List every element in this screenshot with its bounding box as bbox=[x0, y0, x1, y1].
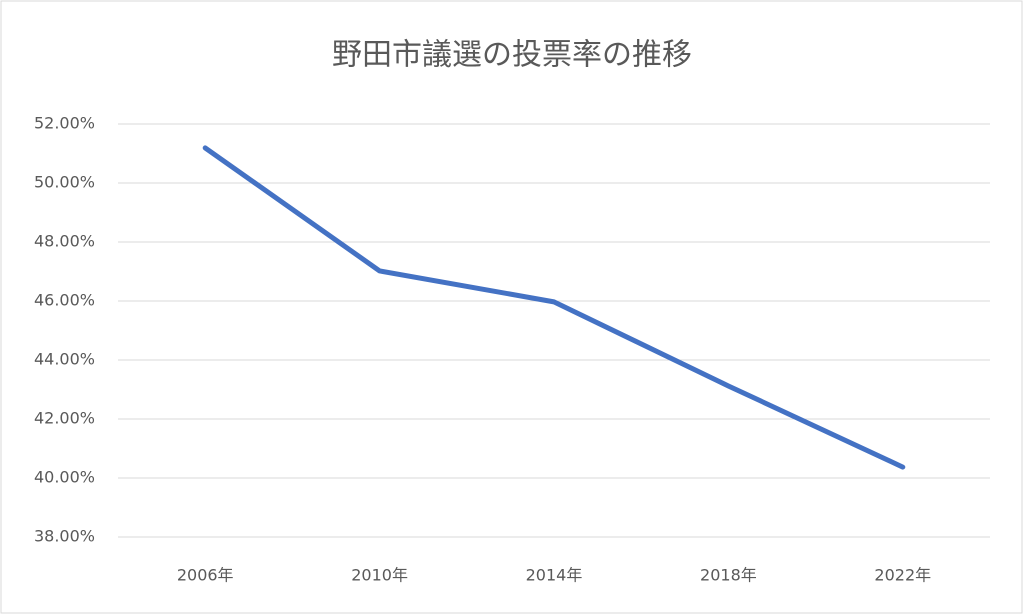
y-tick-label: 48.00% bbox=[34, 232, 95, 251]
y-tick-label: 42.00% bbox=[34, 409, 95, 428]
x-tick-label: 2014年 bbox=[526, 566, 583, 585]
y-tick-label: 44.00% bbox=[34, 350, 95, 369]
chart-title: 野田市議選の投票率の推移 bbox=[332, 38, 692, 73]
x-tick-label: 2022年 bbox=[874, 566, 931, 585]
x-tick-label: 2006年 bbox=[177, 566, 234, 585]
y-tick-label: 52.00% bbox=[34, 114, 95, 133]
x-tick-label: 2010年 bbox=[351, 566, 408, 585]
y-tick-label: 38.00% bbox=[34, 527, 95, 546]
y-tick-label: 40.00% bbox=[34, 468, 95, 487]
x-tick-label: 2018年 bbox=[700, 566, 757, 585]
data-line bbox=[202, 145, 906, 470]
y-tick-label: 50.00% bbox=[34, 173, 95, 192]
y-tick-label: 46.00% bbox=[34, 291, 95, 310]
